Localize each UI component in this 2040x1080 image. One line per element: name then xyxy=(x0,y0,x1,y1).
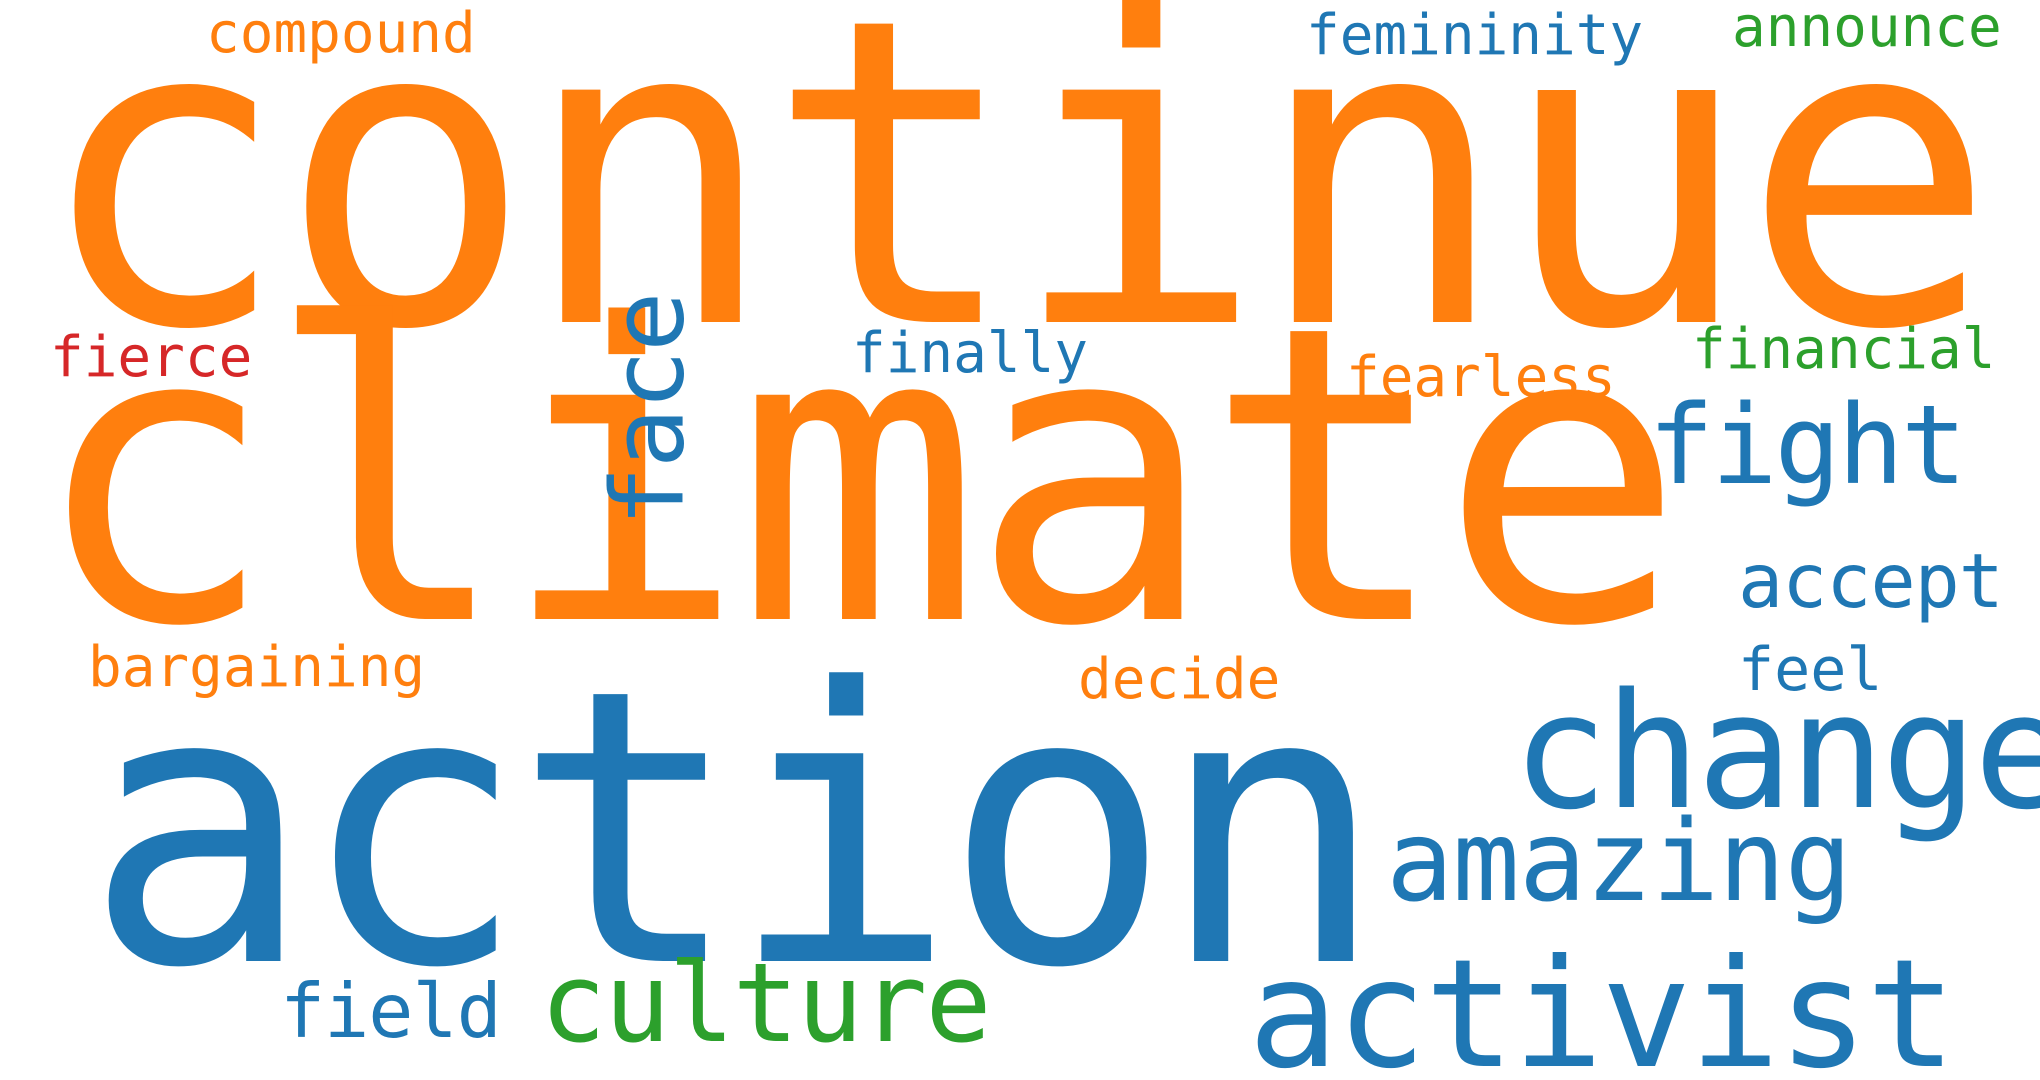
word-feel: feel xyxy=(1738,635,1883,705)
word-financial: financial xyxy=(1692,317,1996,382)
word-accept: accept xyxy=(1738,537,2004,625)
word-femininity: femininity xyxy=(1306,3,1644,68)
word-amazing: amazing xyxy=(1386,797,1852,927)
word-climate: climate xyxy=(30,238,1686,716)
word-announce: announce xyxy=(1732,0,2002,60)
word-culture: culture xyxy=(540,939,992,1067)
word-face: face xyxy=(589,293,707,527)
word-finally: finally xyxy=(852,321,1089,386)
word-compound: compound xyxy=(206,1,476,66)
word-decide: decide xyxy=(1078,647,1281,712)
word-activist: activist xyxy=(1248,928,1956,1080)
word-field: field xyxy=(280,967,502,1055)
word-fearless: fearless xyxy=(1346,345,1616,410)
word-continue: continue xyxy=(34,0,1997,423)
word-change: change xyxy=(1512,658,2040,845)
word-fight: fight xyxy=(1648,381,1967,509)
word-fierce: fierce xyxy=(50,325,253,390)
word-bargaining: bargaining xyxy=(88,635,426,700)
word-action: action xyxy=(84,608,1387,1051)
